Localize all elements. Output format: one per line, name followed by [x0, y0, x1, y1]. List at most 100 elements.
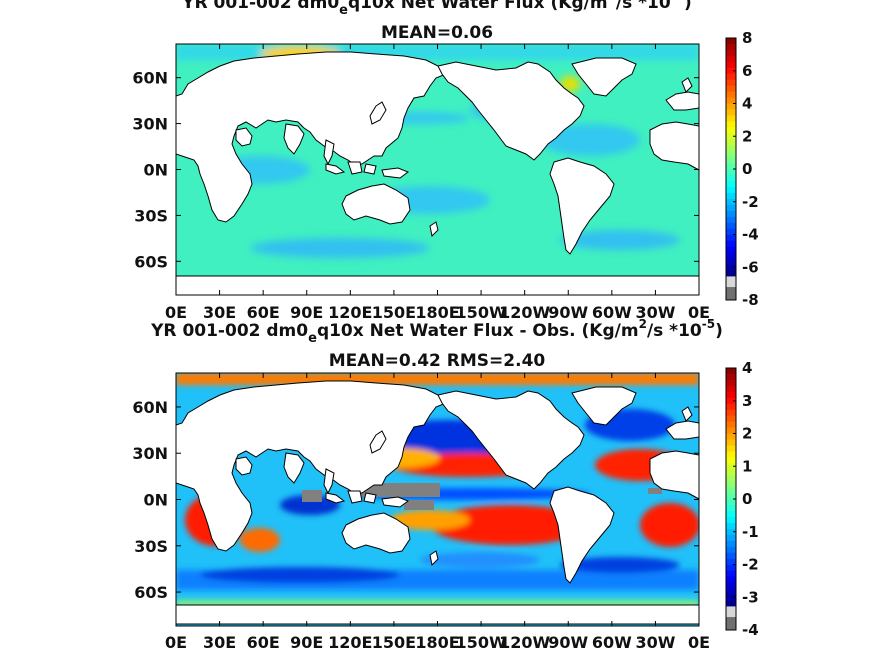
colorbar-segment — [726, 97, 736, 105]
colorbar-segment — [726, 397, 736, 405]
colorbar-segment — [726, 600, 736, 608]
colorbar-segment — [726, 570, 736, 578]
colorbar-segment — [726, 276, 736, 288]
colorbar-segment — [726, 528, 736, 536]
colorbar-segment — [726, 210, 736, 218]
colorbar-segment — [726, 594, 736, 602]
colorbar-segment — [726, 564, 736, 572]
colorbar-segment — [726, 91, 736, 99]
colorbar-segment — [726, 246, 736, 254]
panel-2-missing — [302, 483, 662, 510]
colorbar-segment — [726, 187, 736, 194]
x-tick-label: 180E — [415, 633, 459, 652]
panel-1-colorbar: 8 6 4 2 0 -2 -4 -6 -8 — [725, 29, 759, 309]
colorbar-segment — [726, 240, 736, 248]
colorbar-tick-label: 2 — [742, 127, 752, 145]
colorbar-segment — [726, 517, 736, 524]
colorbar-segment — [726, 157, 736, 164]
colorbar-segment — [726, 198, 736, 206]
colorbar-tick-label: -2 — [742, 556, 759, 574]
y-tick-label: 60N — [132, 69, 168, 88]
colorbar-segment — [726, 487, 736, 494]
colorbar-segment — [726, 409, 736, 417]
panel-2-colorbar: 4 3 2 1 0 -1 -2 -3 -4 — [725, 359, 759, 639]
y-tick-label: 60S — [134, 252, 168, 271]
x-tick-label: 150W — [456, 303, 507, 322]
colorbar-segment — [726, 433, 736, 441]
x-tick-label: 60E — [247, 633, 280, 652]
colorbar-segment — [726, 181, 736, 188]
y-tick-label: 30N — [132, 444, 168, 463]
x-tick-label: 150E — [372, 633, 416, 652]
colorbar-tick-label: 1 — [742, 457, 752, 475]
colorbar-segment — [726, 169, 736, 176]
colorbar-segment — [726, 505, 736, 512]
colorbar-tick-label: -4 — [742, 226, 759, 244]
colorbar-segment — [726, 606, 736, 618]
colorbar-tick-label: -4 — [742, 621, 759, 639]
x-tick-label: 30E — [203, 633, 236, 652]
colorbar-segment — [726, 558, 736, 566]
colorbar-tick-label: 3 — [742, 392, 752, 410]
colorbar-tick-label: -3 — [742, 588, 759, 606]
x-tick-label: 90W — [548, 633, 588, 652]
colorbar-segment — [726, 49, 736, 57]
colorbar-tick-label: -8 — [742, 291, 759, 309]
panel-2-field — [176, 373, 699, 626]
colorbar-segment — [726, 234, 736, 242]
x-tick-label: 120W — [499, 633, 550, 652]
colorbar-segment — [726, 391, 736, 399]
colorbar-segment — [726, 379, 736, 387]
colorbar-segment — [726, 588, 736, 596]
panel-1: YR 001-002 dm0eq10x Net Water Flux (Kg/m… — [132, 0, 758, 322]
colorbar-tick-label: -2 — [742, 193, 759, 211]
colorbar-segment — [726, 582, 736, 590]
colorbar-segment — [726, 469, 736, 476]
colorbar-segment — [726, 270, 736, 278]
colorbar-segment — [726, 133, 736, 140]
colorbar-segment — [726, 228, 736, 236]
colorbar-tick-label: 6 — [742, 62, 752, 80]
y-tick-label: 30S — [134, 206, 168, 225]
panel-2: YR 001-002 dm0eq10x Net Water Flux - Obs… — [132, 317, 758, 652]
panel-2-subtitle: MEAN=0.42 RMS=2.40 — [329, 351, 546, 371]
colorbar-segment — [726, 421, 736, 429]
colorbar-segment — [726, 121, 736, 129]
x-tick-label: 180E — [415, 303, 459, 322]
colorbar-segment — [726, 546, 736, 554]
colorbar-segment — [726, 85, 736, 93]
x-tick-label: 90E — [290, 633, 323, 652]
y-tick-label: 0N — [143, 161, 168, 180]
y-tick-label: 60S — [134, 583, 168, 602]
colorbar-segment — [726, 368, 736, 375]
colorbar-segment — [726, 151, 736, 158]
colorbar-tick-label: 0 — [742, 490, 752, 508]
colorbar-segment — [726, 103, 736, 111]
colorbar-segment — [726, 258, 736, 266]
colorbar-segment — [726, 373, 736, 381]
x-tick-label: 60W — [592, 633, 632, 652]
colorbar-segment — [726, 115, 736, 123]
colorbar-segment — [726, 481, 736, 488]
colorbar-segment — [726, 252, 736, 260]
colorbar-segment — [726, 475, 736, 482]
colorbar-tick-label: 4 — [742, 95, 752, 113]
x-tick-label: 0E — [165, 633, 187, 652]
x-tick-label: 120E — [328, 633, 372, 652]
colorbar-segment — [726, 445, 736, 453]
colorbar-segment — [726, 415, 736, 423]
colorbar-segment — [726, 79, 736, 87]
x-tick-label: 30W — [635, 633, 675, 652]
colorbar-segment — [726, 287, 736, 300]
colorbar-tick-label: 2 — [742, 425, 752, 443]
colorbar-segment — [726, 43, 736, 51]
colorbar-segment — [726, 204, 736, 212]
colorbar-segment — [726, 192, 736, 200]
colorbar-segment — [726, 264, 736, 272]
colorbar-tick-label: 8 — [742, 29, 752, 47]
colorbar-segment — [726, 540, 736, 548]
colorbar-segment — [726, 439, 736, 447]
colorbar-segment — [726, 67, 736, 75]
panel-2-anomalies — [176, 373, 699, 608]
colorbar-segment — [726, 55, 736, 63]
